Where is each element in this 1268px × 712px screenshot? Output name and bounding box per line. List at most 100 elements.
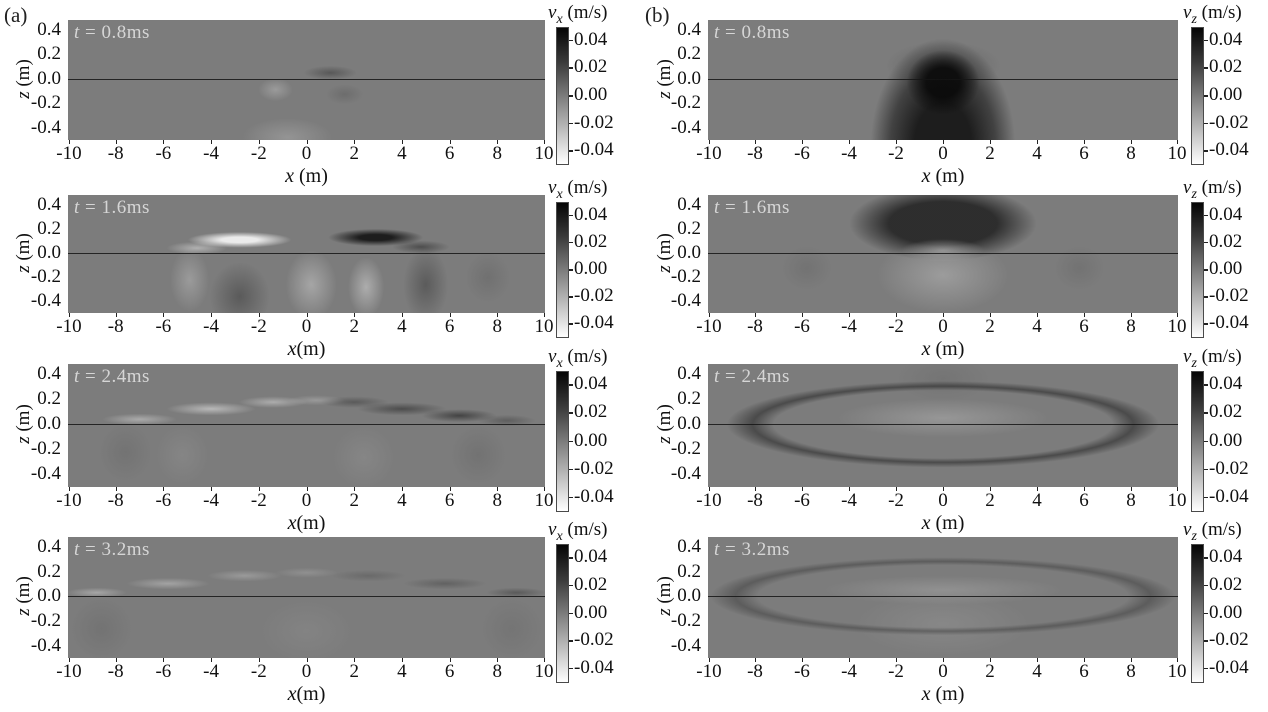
x-tick-label: 8 — [492, 490, 503, 511]
x-tick-label: -8 — [747, 316, 763, 337]
x-tickmark — [115, 487, 117, 491]
x-tick-label: -6 — [794, 490, 810, 511]
x-tickmark — [68, 313, 70, 317]
colorbar-tick-label: 0.02 — [568, 573, 608, 595]
panel-a-row4: z (m) 0.4 0.2 0.0 -0.2 -0.4 t = 3.2ms -10 -8-… — [0, 519, 1268, 705]
z-tick-label: -0.4 — [670, 463, 701, 485]
x-tickmark — [354, 487, 356, 491]
x-tickmark — [896, 140, 897, 144]
x-tickmark — [849, 658, 850, 662]
x-axis-tickmarks — [68, 313, 546, 318]
x-tickmark — [306, 313, 308, 317]
x-tick-label: -6 — [155, 143, 172, 164]
colorbar-tick-label: -0.02 — [569, 285, 614, 307]
z-axis-ticks: 0.4 0.2 0.0 -0.2 -0.4 — [0, 363, 64, 487]
x-tickmark — [708, 658, 710, 662]
x-tickmark — [755, 487, 756, 491]
x-axis-tickmarks — [68, 140, 546, 145]
x-tickmark — [544, 487, 546, 491]
x-tickmark — [943, 313, 944, 317]
x-tickmark — [990, 313, 991, 317]
colorbar-tick-label: 0.02 — [1203, 401, 1243, 423]
colorbar-tick-label: 0.02 — [568, 230, 608, 252]
x-tickmark — [449, 313, 451, 317]
x-tick-label: 4 — [397, 661, 407, 682]
x-axis-tickmarks — [708, 140, 1179, 145]
x-tick-label: 0 — [301, 661, 312, 682]
x-tick-label: 4 — [397, 143, 407, 164]
x-tickmark — [68, 658, 70, 662]
x-tickmark — [258, 658, 260, 662]
x-tick-label: -4 — [841, 661, 857, 682]
z-tick-label: 0.4 — [37, 193, 61, 215]
x-tick-label: 2 — [349, 661, 359, 682]
x-tickmark — [1131, 140, 1132, 144]
x-tick-label: -2 — [888, 661, 904, 682]
colorbar-tick-label: -0.04 — [569, 656, 614, 678]
colorbar-gradient — [1191, 544, 1204, 683]
x-tick-label: -4 — [841, 316, 857, 337]
x-tick-label: -8 — [747, 143, 763, 164]
panel-a-row3: z (m) 0.4 0.2 0.0 -0.2 -0.4 t = 2.4ms -10 -8-… — [0, 346, 1268, 534]
colorbar-tick-label: -0.02 — [569, 629, 614, 651]
x-axis-label: x (m) — [921, 165, 965, 187]
x-tickmark — [943, 658, 944, 662]
x-axis-tickmarks — [68, 658, 546, 663]
colorbar-tick-label: -0.02 — [1204, 111, 1249, 133]
x-tick-label: 8 — [1126, 661, 1136, 682]
surface-line — [708, 252, 1178, 254]
heatmap-vx-0.8ms: t = 0.8ms — [68, 20, 545, 140]
x-tickmark — [1084, 487, 1085, 491]
z-axis-ticks: 0.4 0.2 0.0 -0.2 -0.4 — [641, 363, 704, 487]
x-tickmark — [1037, 313, 1038, 317]
surface-line — [68, 252, 545, 254]
z-tick-label: -0.4 — [670, 116, 701, 138]
x-tick-label: 8 — [1126, 490, 1136, 511]
z-tick-label: 0.4 — [37, 18, 61, 40]
x-tickmark — [401, 313, 403, 317]
colorbar-tick-label: 0.00 — [568, 601, 608, 623]
x-axis-label: x (m) — [921, 338, 965, 360]
colorbar-tick-label: 0.00 — [1203, 429, 1243, 451]
x-tick-label: -2 — [250, 490, 267, 511]
z-tick-label: -0.4 — [30, 634, 61, 656]
x-tickmark — [1177, 487, 1179, 491]
x-tick-label: 10 — [1167, 316, 1187, 337]
x-tick-label: -8 — [107, 143, 124, 164]
heatmap-vz-2.4ms: t = 2.4ms — [708, 364, 1178, 487]
x-tick-label: 6 — [1079, 490, 1089, 511]
z-tick-label: 0.0 — [677, 241, 701, 263]
x-axis-tickmarks — [708, 313, 1179, 318]
x-tick-label: -2 — [888, 490, 904, 511]
x-tickmark — [1177, 313, 1179, 317]
z-tick-label: -0.2 — [30, 438, 61, 460]
time-label: t = 2.4ms — [714, 366, 790, 387]
x-tick-label: -10 — [56, 316, 82, 337]
z-tick-label: 0.0 — [677, 67, 701, 89]
colorbar-block: vx (m/s) 0.04 0.02 0.00 -0.02 -0.04 — [548, 177, 626, 338]
x-tickmark — [802, 487, 803, 491]
x-tick-label: 6 — [444, 661, 455, 682]
x-tickmark — [544, 313, 546, 317]
x-tick-label: 8 — [492, 143, 503, 164]
heatmap-vx-2.4ms: t = 2.4ms — [68, 364, 545, 487]
x-tick-label: 10 — [1167, 490, 1187, 511]
x-tick-label: 10 — [1167, 661, 1187, 682]
x-tickmark — [115, 140, 117, 144]
x-tickmark — [1084, 140, 1085, 144]
colorbar-tick-label: -0.04 — [569, 485, 614, 507]
x-tick-label: -10 — [56, 490, 82, 511]
x-tick-label: -10 — [56, 661, 82, 682]
colorbar-tick-label: 0.02 — [1203, 230, 1243, 252]
x-axis-ticks: -10 -8 -6 -4 -2 0 2 4 6 8 10 — [696, 490, 1186, 512]
x-tickmark — [544, 140, 546, 144]
x-axis-tickmarks — [68, 487, 546, 492]
z-tick-label: 0.2 — [37, 43, 61, 65]
panel-b-row4: z (m) 0.4 0.2 0.0 -0.2 -0.4 t = 3.2ms -10 -8-… — [0, 519, 1268, 705]
z-tick-label: 0.2 — [37, 560, 61, 582]
colorbar-tick-label: 0.04 — [568, 546, 608, 567]
colorbar-tick-label: -0.04 — [1204, 139, 1249, 161]
heatmap-vx-3.2ms: t = 3.2ms — [68, 537, 545, 658]
surface-line — [708, 78, 1178, 80]
x-tickmark — [896, 313, 897, 317]
